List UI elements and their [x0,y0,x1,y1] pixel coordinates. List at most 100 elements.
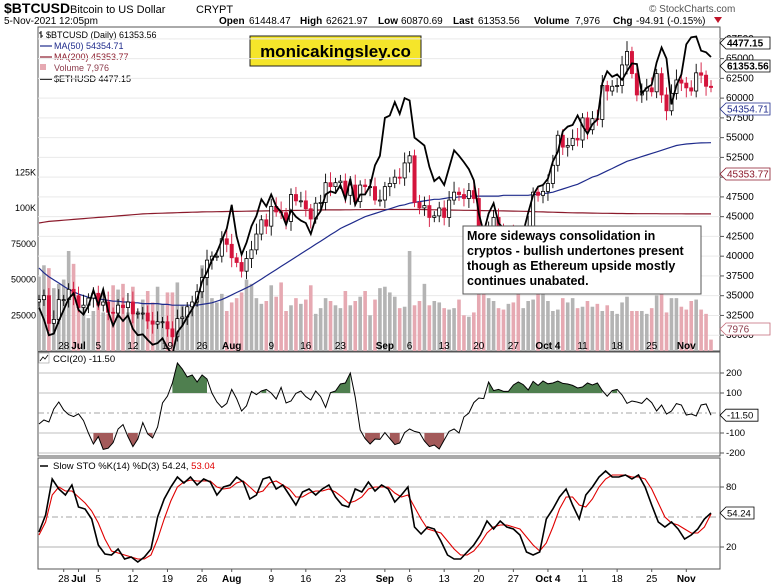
volume-tag [719,322,771,336]
volume-bar [447,309,451,351]
sto-d-line [38,474,712,560]
volume-tick-label: 75000 [11,239,36,249]
annotation-container: More sideways consolidation in cryptos -… [467,229,684,288]
cci-tick-label: -100 [726,428,745,439]
volume-bar [121,283,125,351]
x-label-top: 6 [407,341,413,352]
x-label-bottom: 26 [196,574,208,585]
candle-body [634,73,639,96]
candle-body [121,304,126,308]
volume-bar [185,306,190,351]
candle-body [318,202,323,204]
volume-bar [304,299,308,351]
last-label: Last [453,16,474,27]
x-label-bottom: 19 [162,574,174,585]
candle-body [422,205,427,209]
volume-bar [373,299,377,351]
volume-bar [224,311,229,351]
volume-bar [323,298,328,351]
x-label-top: 28 [58,341,70,352]
x-label-bottom: 28 [58,574,70,585]
x-label-top: 20 [473,341,485,352]
volume-tick-label: 100K [15,203,36,213]
chg-label: Chg [613,16,632,27]
x-label-bottom: 13 [439,574,451,585]
sto-k-line [38,469,712,564]
candle-body [704,74,709,87]
candle-body [372,186,377,201]
candle-body [249,249,254,259]
x-label-top: 5 [96,341,102,352]
volume-bar [570,298,575,351]
candle-body [284,212,289,222]
volume-bar [427,305,432,351]
volume-bar [462,315,466,351]
candle-body [135,312,140,315]
candle-body [101,301,106,306]
sto-axis: 80 20 54.24 [719,482,755,553]
candle-body [51,318,56,324]
price-tick-label: 35000 [726,291,754,302]
legend-volume-swatch [40,64,46,70]
volume-bar [239,292,244,351]
candle-body [659,73,664,96]
candle-body [333,182,338,188]
volume-bar [279,282,283,351]
legend-btcusd: $BTCUSD (Daily) 61353.56 [46,30,157,40]
price-tick-label: 45000 [726,212,754,223]
cci-tag-label: -11.50 [727,411,753,422]
candle-body [541,190,546,196]
volume-bar [140,299,145,351]
sto-tick-label: 20 [726,542,737,553]
cci-axis: 200 100 -100 -200 -11.50 [719,368,759,459]
candle-body [244,258,249,272]
volume-bar [467,316,471,351]
x-label-top: 11 [577,341,588,352]
x-axis-bottom: 28 Jul 5 12 19 26 Aug 9 16 23 Sep 6 13 20 27 Oct 4 11 18 2… [58,569,696,585]
sto-tag [719,506,755,520]
candle-body [610,85,615,92]
candle-body [269,205,274,227]
legend-ma50: MA(50) 54354.71 [54,41,124,51]
volume-bar [610,311,614,351]
x-label-bottom: Nov [677,574,696,585]
x-label-bottom: 27 [508,574,520,585]
x-label-top: Oct 4 [535,341,560,352]
volume-bar [348,305,353,351]
candle-body [170,328,175,338]
candle-body [155,321,160,325]
volume-bar [234,298,239,351]
volume-bar [368,315,372,351]
volume-bar [546,301,550,351]
cci-negative-fill [365,433,380,444]
volume-bar [654,295,659,351]
candle-body [224,238,229,245]
volume-bar [481,289,486,351]
candle-body [125,301,130,308]
volume-bar [195,299,199,351]
candle-body [38,299,42,303]
volume-bar [432,301,437,351]
candle-body [432,215,437,218]
legend: $BTCUSD (Daily) 61353.56 MA(50) 54354.71… [39,30,157,84]
volume-bar [556,309,560,351]
volume-bar [704,313,708,351]
volume-bar [486,298,491,351]
cci-tick-label: 200 [726,368,742,379]
candle-body [466,190,471,199]
volume-bar [210,298,214,351]
x-label-bottom: 20 [473,574,485,585]
cci-positive-fill [488,381,603,393]
volume-bar [318,308,323,351]
volume-bar [595,303,600,351]
ma200-tag-label: 45353.77 [727,170,769,181]
volume-bar [289,305,293,351]
candle-body [343,180,348,196]
high-value: 62621.97 [326,16,368,27]
candle-body [575,138,580,141]
price-tick-label: 57500 [726,113,754,124]
candle-body [620,64,625,86]
sto-plot [38,469,720,564]
candle-body [649,87,654,93]
volume-bar [630,311,634,351]
